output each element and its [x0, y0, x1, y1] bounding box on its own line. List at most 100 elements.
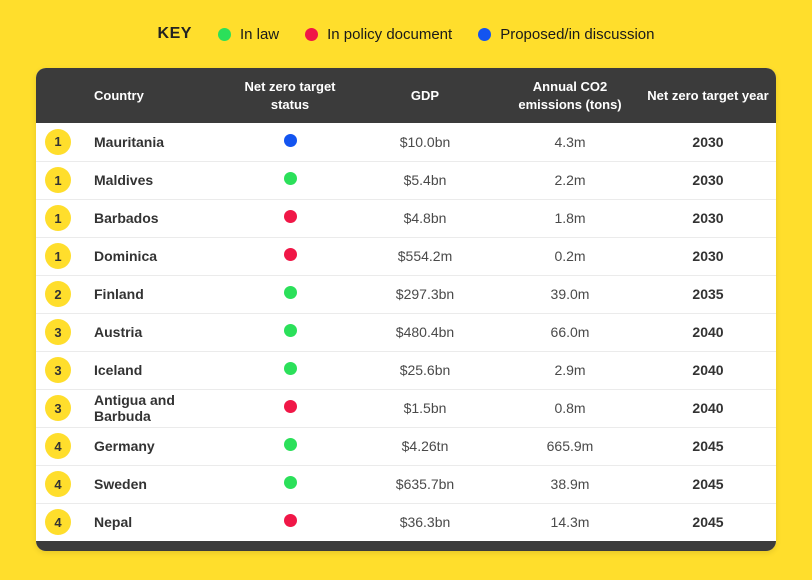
table-row: 1 Barbados $4.8bn 1.8m 2030: [36, 198, 776, 238]
emissions-column-header: Annual CO2 emissions (tons): [518, 79, 622, 112]
year-cell: 2030: [640, 123, 776, 162]
rank-badge: 4: [45, 509, 71, 536]
blue-dot-icon: [478, 27, 492, 41]
legend-item-label: Proposed/in discussion: [500, 25, 655, 43]
gdp-cell: $5.4bn: [350, 160, 500, 200]
legend-item-policy: In policy document: [305, 26, 452, 43]
country-cell: Nepal: [80, 502, 230, 542]
year-cell: 2040: [640, 312, 776, 352]
country-cell: Sweden: [80, 464, 230, 504]
gdp-cell: $36.3bn: [350, 502, 500, 542]
table-footer-bar: [36, 541, 776, 552]
rank-badge: 1: [45, 243, 71, 270]
green-dot-icon: [217, 27, 231, 41]
legend-item-label: In policy document: [327, 25, 453, 43]
gdp-cell: $635.7bn: [350, 464, 500, 504]
legend-item-label: In law: [239, 25, 280, 43]
status-dot-icon: [283, 400, 297, 414]
status-dot-icon: [283, 514, 297, 528]
country-cell: Dominica: [80, 236, 230, 276]
table-row: 1 Dominica $554.2m 0.2m 2030: [36, 236, 776, 276]
emissions-cell: 14.3m: [500, 502, 640, 542]
rank-badge: 2: [45, 281, 71, 308]
net-zero-table: Country Net zero target status GDP Annua…: [36, 68, 776, 542]
year-cell: 2030: [640, 236, 776, 276]
emissions-cell: 665.9m: [500, 426, 640, 466]
table-row: 2 Finland $297.3bn 39.0m 2035: [36, 274, 776, 314]
table-row: 3 Austria $480.4bn 66.0m 2040: [36, 312, 776, 352]
status-dot-icon: [283, 476, 297, 490]
net-zero-table-card: Country Net zero target status GDP Annua…: [36, 68, 776, 552]
year-cell: 2040: [640, 350, 776, 390]
rank-badge: 3: [45, 395, 71, 422]
status-column-header: Net zero target status: [244, 79, 336, 112]
red-dot-icon: [305, 27, 319, 41]
year-cell: 2035: [640, 274, 776, 314]
country-cell: Barbados: [80, 198, 230, 238]
status-dot-icon: [283, 248, 297, 262]
gdp-cell: $4.26tn: [350, 426, 500, 466]
status-dot-icon: [283, 210, 297, 224]
status-dot-icon: [283, 324, 297, 338]
legend-title: KEY: [157, 25, 192, 42]
table-row: 3 Iceland $25.6bn 2.9m 2040: [36, 350, 776, 390]
rank-badge: 3: [45, 357, 71, 384]
table-row: 1 Maldives $5.4bn 2.2m 2030: [36, 160, 776, 200]
table-row: 3 Antigua and Barbuda $1.5bn 0.8m 2040: [36, 388, 776, 428]
rank-badge: 1: [45, 167, 71, 194]
country-cell: Iceland: [80, 350, 230, 390]
table-row: 1 Mauritania $10.0bn 4.3m 2030: [36, 123, 776, 162]
country-cell: Antigua and Barbuda: [80, 388, 230, 428]
year-cell: 2040: [640, 388, 776, 428]
country-cell: Austria: [80, 312, 230, 352]
emissions-cell: 0.8m: [500, 388, 640, 428]
country-cell: Finland: [80, 274, 230, 314]
emissions-cell: 39.0m: [500, 274, 640, 314]
rank-column-header: [36, 68, 80, 123]
gdp-cell: $297.3bn: [350, 274, 500, 314]
status-dot-icon: [283, 438, 297, 452]
rank-badge: 3: [45, 319, 71, 346]
emissions-cell: 0.2m: [500, 236, 640, 276]
gdp-cell: $25.6bn: [350, 350, 500, 390]
emissions-cell: 1.8m: [500, 198, 640, 238]
year-cell: 2045: [640, 502, 776, 542]
rank-badge: 1: [45, 128, 71, 155]
legend-item-proposed: Proposed/in discussion: [478, 26, 654, 43]
year-cell: 2045: [640, 426, 776, 466]
emissions-cell: 66.0m: [500, 312, 640, 352]
country-cell: Maldives: [80, 160, 230, 200]
country-cell: Germany: [80, 426, 230, 466]
year-cell: 2045: [640, 464, 776, 504]
gdp-column-header: GDP: [410, 87, 440, 103]
table-header: Country Net zero target status GDP Annua…: [36, 68, 776, 124]
status-dot-icon: [283, 362, 297, 376]
country-column-header: Country: [94, 87, 144, 103]
table-row: 4 Sweden $635.7bn 38.9m 2045: [36, 464, 776, 504]
table-row: 4 Nepal $36.3bn 14.3m 2045: [36, 502, 776, 542]
gdp-cell: $4.8bn: [350, 198, 500, 238]
gdp-cell: $554.2m: [350, 236, 500, 276]
emissions-cell: 38.9m: [500, 464, 640, 504]
gdp-cell: $480.4bn: [350, 312, 500, 352]
status-dot-icon: [283, 133, 297, 147]
legend: KEY In law In policy document Proposed/i…: [0, 0, 812, 44]
rank-badge: 1: [45, 205, 71, 232]
rank-badge: 4: [45, 471, 71, 498]
emissions-cell: 4.3m: [500, 123, 640, 162]
emissions-cell: 2.2m: [500, 160, 640, 200]
year-cell: 2030: [640, 160, 776, 200]
country-cell: Mauritania: [80, 123, 230, 162]
gdp-cell: $1.5bn: [350, 388, 500, 428]
legend-item-in-law: In law: [217, 25, 280, 43]
year-column-header: Net zero target year: [647, 87, 769, 103]
gdp-cell: $10.0bn: [350, 123, 500, 162]
status-dot-icon: [283, 286, 297, 300]
rank-badge: 4: [45, 433, 71, 460]
emissions-cell: 2.9m: [500, 350, 640, 390]
year-cell: 2030: [640, 198, 776, 238]
table-body: 1 Mauritania $10.0bn 4.3m 2030 1 Maldive…: [36, 123, 776, 542]
status-dot-icon: [283, 172, 297, 186]
table-row: 4 Germany $4.26tn 665.9m 2045: [36, 426, 776, 466]
